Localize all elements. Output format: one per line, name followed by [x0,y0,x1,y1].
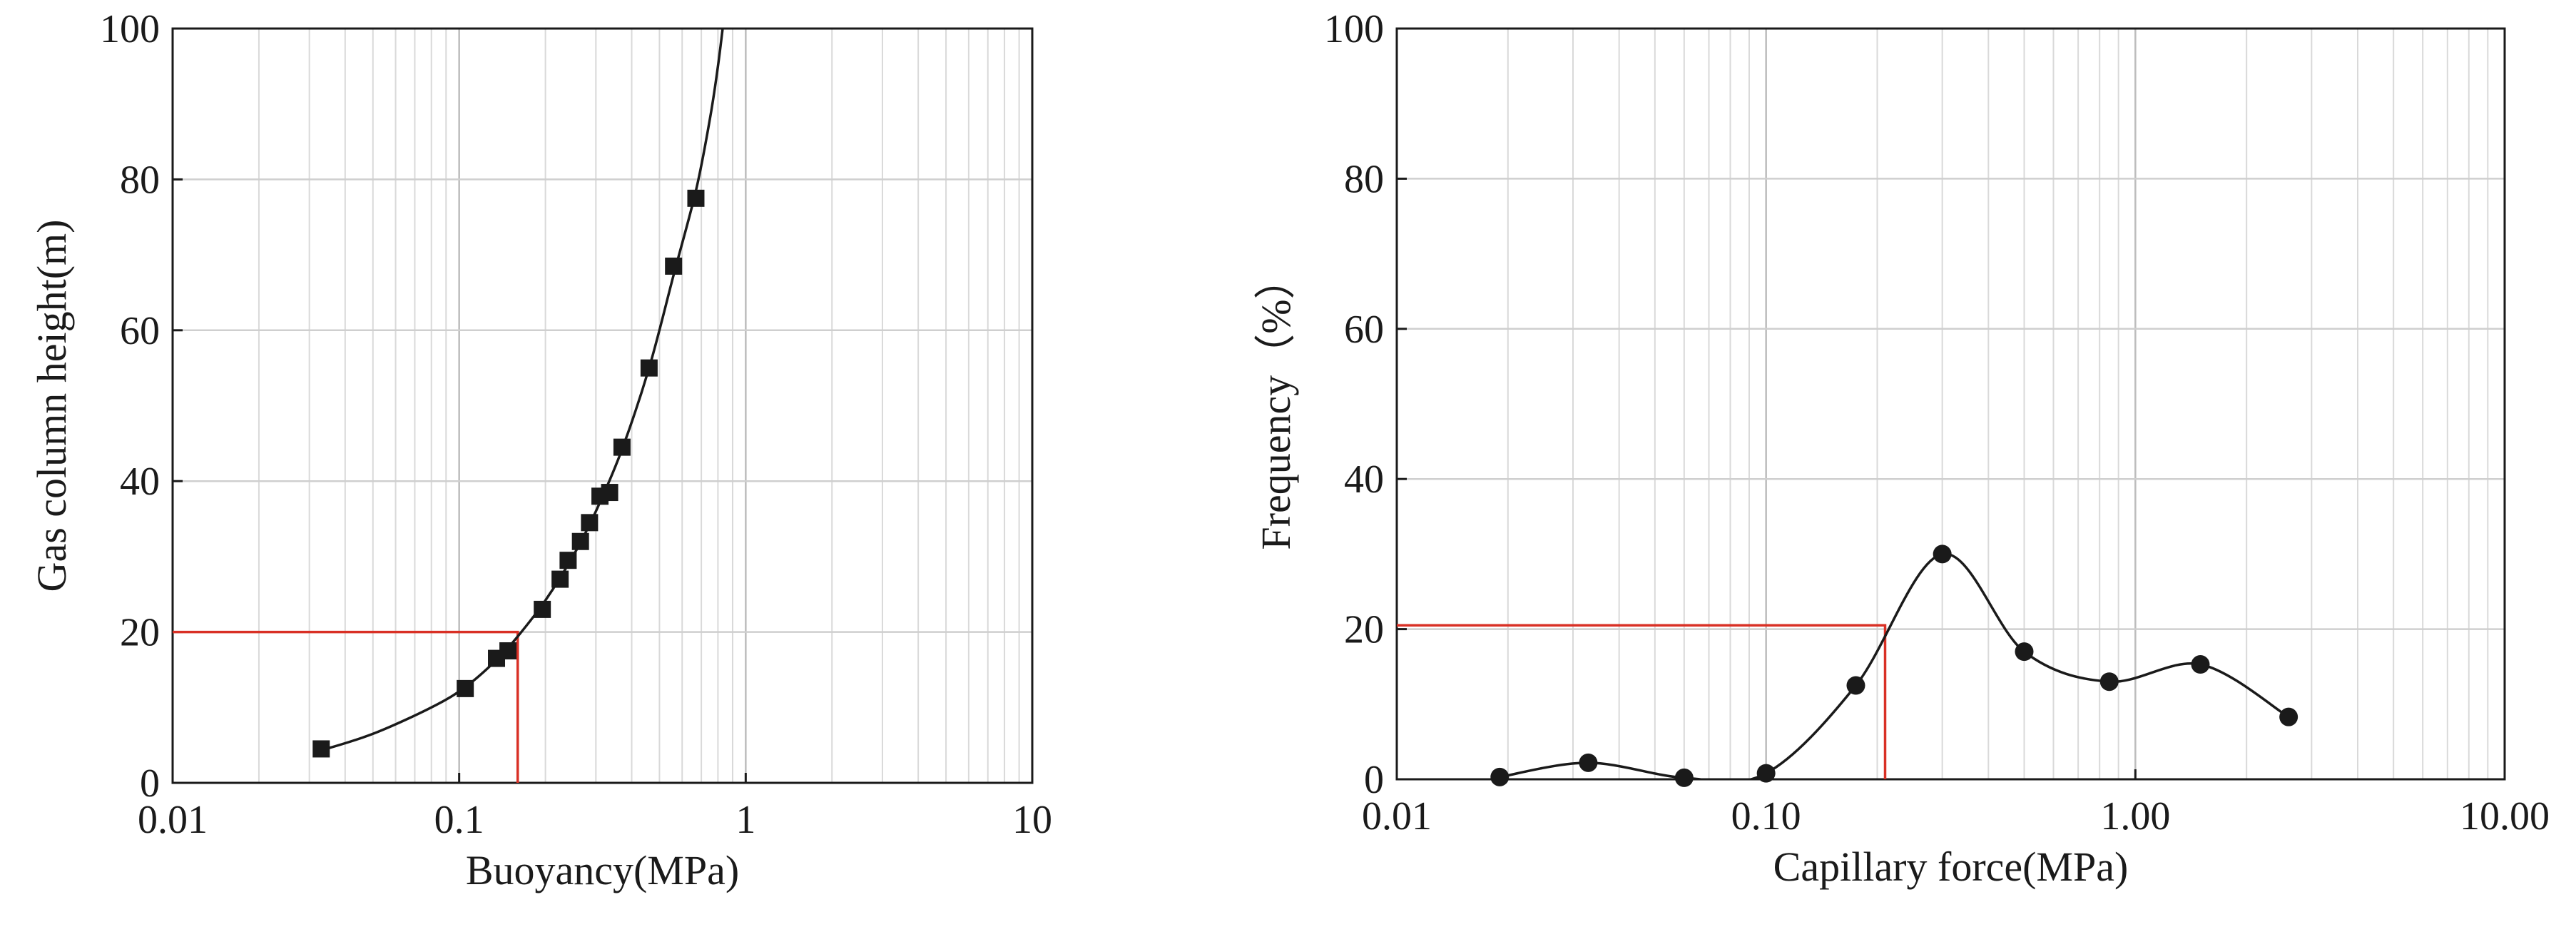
y-tick-label: 80 [120,158,160,202]
data-point-circle [2099,672,2119,692]
plot-frame [171,27,1034,784]
x-tick-label: 1.00 [2100,794,2170,839]
data-point-square [534,600,551,618]
y-tick-label: 0 [1364,758,1384,802]
data-point-circle [2191,655,2210,674]
x-tick-label: 0.01 [138,798,208,842]
y-tick-label: 100 [1324,7,1384,51]
x-tick-label: 10 [1012,798,1052,842]
data-point-square [457,679,474,697]
data-point-square [665,257,683,275]
data-point-circle [1674,768,1694,787]
y-tick-label: 100 [100,7,160,51]
y-tick-label: 40 [120,460,160,504]
data-point-circle [2279,707,2298,726]
data-point-square [640,359,658,377]
capillary-force-chart: 0.01 0.10 1.00 10.00 0 20 40 60 80 100 Capillary f… [1253,7,2550,890]
data-point-square [613,438,631,456]
fit-curve [320,29,724,752]
series-line [1500,552,2290,779]
data-point-square [571,532,589,550]
y-tick-label: 20 [1344,608,1384,652]
x-tick-label: 10.00 [2460,794,2550,839]
reference-line [173,630,519,783]
x-axis-label: Capillary force(MPa) [1773,844,2129,890]
x-tick-label: 1 [735,798,755,842]
data-point-square [551,570,569,588]
y-tick-label: 20 [120,611,160,655]
data-point-square [312,740,330,758]
data-point-square [499,642,517,660]
x-axis-label: Buoyancy(MPa) [466,847,739,893]
y-axis-label: Gas column height(m) [29,220,75,592]
data-point-circle [1490,767,1510,786]
data-point-square [687,189,705,207]
plot-frame [1395,27,2506,781]
data-point-circle [1579,753,1598,772]
data-point-square [601,484,618,502]
y-axis-label: Frequency（%） [1253,258,1299,549]
x-tick-label: 0.01 [1362,794,1432,839]
data-point-square [581,514,599,532]
y-tick-label: 40 [1344,457,1384,502]
x-tick-label: 0.1 [434,798,484,842]
data-point-circle [2015,642,2034,662]
y-tick-label: 80 [1344,157,1384,201]
y-tick-label: 60 [120,309,160,353]
y-tick-label: 0 [140,761,160,806]
data-point-circle [1756,764,1776,783]
x-tick-label: 0.10 [1731,794,1801,839]
data-point-circle [1933,544,1952,564]
data-point-circle [1846,676,1865,695]
y-tick-label: 60 [1344,308,1384,352]
reference-line [1397,624,1887,779]
data-point-square [559,552,577,569]
